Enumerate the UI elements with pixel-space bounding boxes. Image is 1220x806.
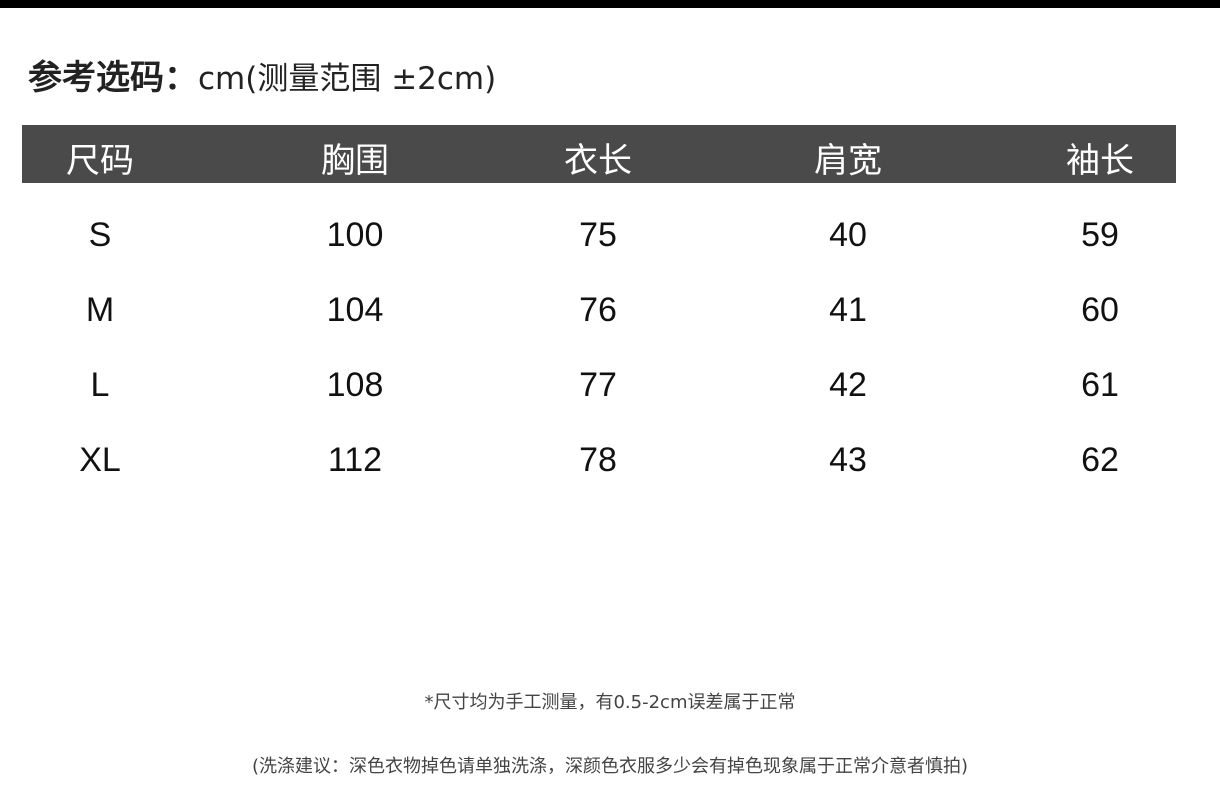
cell-length: 76 xyxy=(579,291,617,329)
cell-size: S xyxy=(88,216,112,254)
title-main: 参考选码： xyxy=(28,58,198,98)
cell-size: XL xyxy=(79,441,121,479)
cell-chest: 104 xyxy=(326,291,384,329)
cell-size: L xyxy=(90,366,110,404)
measurement-note: *尺寸均为手工测量，有0.5-2cm误差属于正常 xyxy=(424,692,796,713)
title-unit: cm(测量范围 ±2cm) xyxy=(198,61,497,97)
cell-length: 78 xyxy=(579,441,617,479)
cell-sleeve: 59 xyxy=(1081,216,1119,254)
table-row: S 100 75 40 59 xyxy=(0,216,1220,266)
header-sleeve: 袖长 xyxy=(1066,141,1134,181)
table-row: L 108 77 42 61 xyxy=(0,366,1220,416)
washing-note: (洗涤建议：深色衣物掉色请单独洗涤，深颜色衣服多少会有掉色现象属于正常介意者慎拍… xyxy=(251,756,969,777)
cell-shoulder: 40 xyxy=(829,216,867,254)
cell-shoulder: 41 xyxy=(829,291,867,329)
cell-chest: 112 xyxy=(327,441,383,479)
cell-shoulder: 42 xyxy=(829,366,867,404)
cell-chest: 108 xyxy=(326,366,384,404)
cell-shoulder: 43 xyxy=(829,441,867,479)
cell-length: 75 xyxy=(579,216,617,254)
header-chest: 胸围 xyxy=(321,141,389,181)
table-header: 尺码 胸围 衣长 肩宽 袖长 xyxy=(22,125,1176,183)
cell-length: 77 xyxy=(579,366,617,404)
page-title: 参考选码：cm(测量范围 ±2cm) xyxy=(28,50,496,99)
cell-chest: 100 xyxy=(326,216,384,254)
table-row: M 104 76 41 60 xyxy=(0,291,1220,341)
header-length: 衣长 xyxy=(564,141,632,181)
top-border xyxy=(0,0,1220,8)
cell-sleeve: 61 xyxy=(1081,366,1119,404)
header-size: 尺码 xyxy=(66,141,134,181)
table-row: XL 112 78 43 62 xyxy=(0,441,1220,491)
cell-size: M xyxy=(85,291,115,329)
header-shoulder: 肩宽 xyxy=(814,141,882,181)
cell-sleeve: 60 xyxy=(1081,291,1119,329)
cell-sleeve: 62 xyxy=(1081,441,1119,479)
